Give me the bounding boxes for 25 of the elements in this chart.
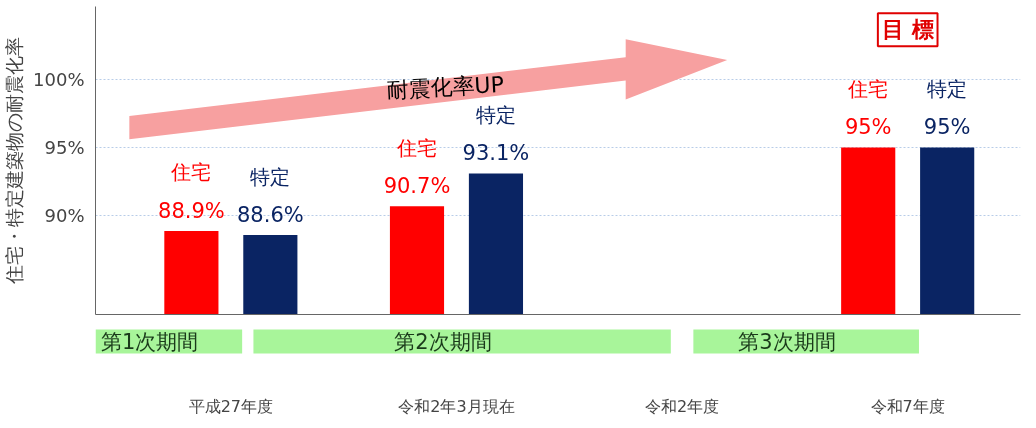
annotation: 耐震化率UP	[385, 71, 505, 103]
text: 住宅	[396, 135, 437, 160]
data-label: 95%	[844, 115, 892, 140]
data-label: 95%	[923, 115, 971, 140]
text: 第2次期間	[394, 329, 492, 354]
y-tick-label: 95%	[44, 137, 85, 158]
text: 第3次期間	[738, 329, 836, 354]
data-label: 90.7%	[383, 174, 451, 199]
x-tick-label: 令和7年度	[870, 396, 945, 416]
text: 特定	[475, 102, 516, 127]
annotation: 目 標	[881, 17, 934, 43]
y-tick-label: 90%	[44, 205, 85, 227]
y-tick-label: 100%	[33, 68, 85, 90]
text: 特定	[927, 76, 968, 101]
text: 住宅	[170, 160, 212, 185]
text: 特定	[250, 164, 291, 189]
x-tick-label: 令和2年度	[645, 396, 720, 416]
y-axis-title: 住宅・特定建築物の耐震化率	[3, 37, 26, 285]
text: 住宅	[848, 76, 889, 101]
data-label: 88.6%	[236, 202, 304, 227]
text: 第1次期間	[100, 329, 199, 354]
data-label: 88.9%	[158, 198, 225, 223]
x-tick-label: 令和2年3月現在	[398, 396, 515, 416]
x-tick-label: 平成27年度	[188, 396, 274, 416]
data-label: 93.1%	[462, 141, 530, 166]
